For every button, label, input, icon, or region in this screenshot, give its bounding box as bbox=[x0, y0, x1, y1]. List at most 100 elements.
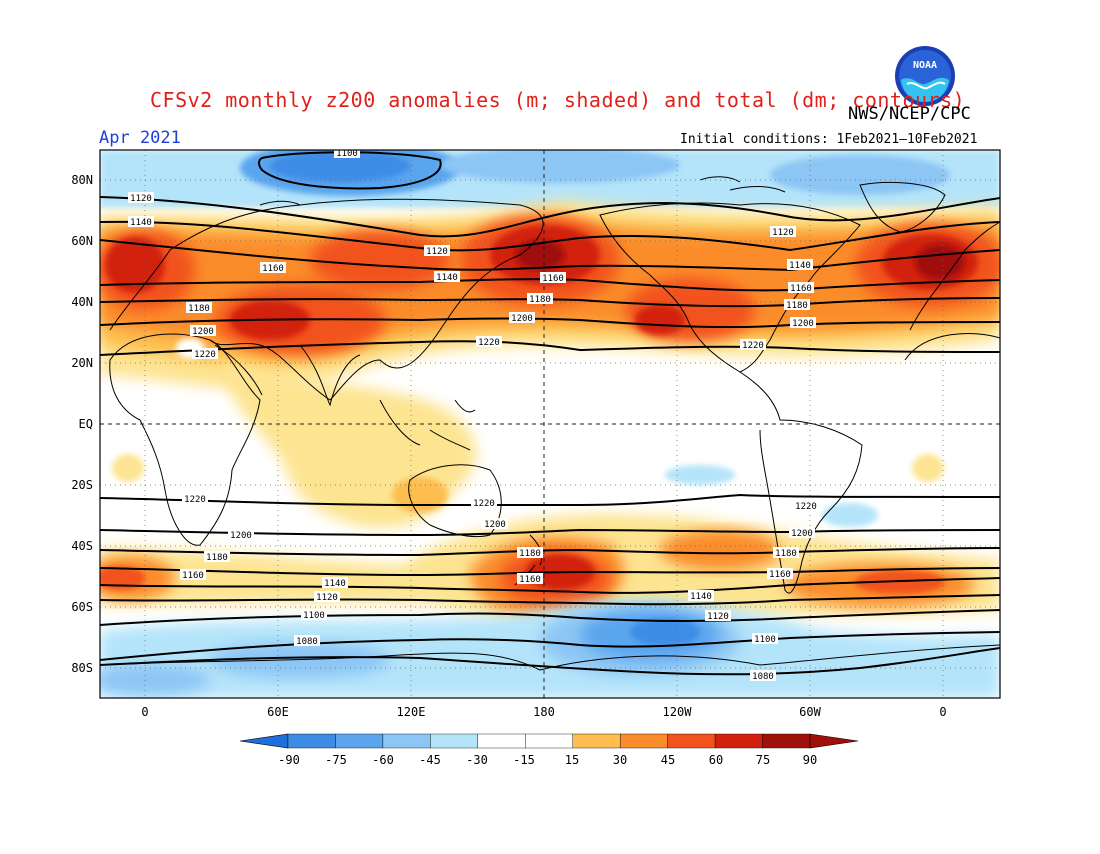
contour-label: 1140 bbox=[787, 259, 813, 271]
contour-label: 1180 bbox=[773, 547, 799, 559]
svg-text:NOAA: NOAA bbox=[913, 60, 937, 71]
svg-text:1180: 1180 bbox=[188, 304, 210, 314]
svg-text:1180: 1180 bbox=[786, 301, 808, 311]
svg-text:1120: 1120 bbox=[426, 247, 448, 257]
svg-text:1200: 1200 bbox=[192, 327, 214, 337]
colorbar-swatch bbox=[667, 733, 716, 749]
contour-label: 1160 bbox=[180, 569, 206, 581]
map-frame bbox=[99, 149, 1001, 699]
colorbar-swatch bbox=[382, 733, 431, 749]
svg-text:1220: 1220 bbox=[184, 495, 206, 505]
lon-label: 60E bbox=[267, 705, 289, 719]
colorbar-tick: 30 bbox=[613, 753, 627, 767]
contour-label-group: 1100 1120 1140 1160 1180 1200 1220 1120 … bbox=[128, 147, 819, 682]
lat-label: 20S bbox=[71, 478, 93, 492]
colorbar-swatch bbox=[477, 733, 526, 749]
colorbar-swatch bbox=[525, 733, 573, 749]
contour-label: 1120 bbox=[314, 591, 340, 603]
colorbar-tick: 15 bbox=[565, 753, 579, 767]
svg-text:1100: 1100 bbox=[336, 149, 358, 159]
colorbar: -90 -75 -60 -45 -30 -15 15 30 45 60 75 9… bbox=[239, 733, 859, 767]
contour-label: 1220 bbox=[740, 339, 766, 351]
svg-text:1120: 1120 bbox=[772, 228, 794, 238]
contour-label: 1200 bbox=[190, 325, 216, 337]
lon-label: 0 bbox=[141, 705, 148, 719]
contour-label: 1100 bbox=[301, 609, 327, 621]
contour-label: 1200 bbox=[790, 317, 816, 329]
coastlines bbox=[100, 176, 1000, 671]
svg-text:1220: 1220 bbox=[742, 341, 764, 351]
colorbar-swatches bbox=[287, 733, 811, 749]
svg-text:1120: 1120 bbox=[130, 194, 152, 204]
contour-label: 1160 bbox=[517, 573, 543, 585]
lat-label: 60N bbox=[71, 234, 93, 248]
svg-text:1140: 1140 bbox=[130, 218, 152, 228]
svg-text:1200: 1200 bbox=[511, 314, 533, 324]
svg-text:1160: 1160 bbox=[790, 284, 812, 294]
colorbar-swatch bbox=[714, 733, 763, 749]
noaa-logo-icon: NOAA bbox=[895, 46, 955, 106]
chart-title: CFSv2 monthly z200 anomalies (m; shaded)… bbox=[150, 88, 966, 112]
svg-text:1220: 1220 bbox=[473, 499, 495, 509]
svg-text:1100: 1100 bbox=[303, 611, 325, 621]
colorbar-tick: -30 bbox=[466, 753, 488, 767]
svg-text:1180: 1180 bbox=[529, 295, 551, 305]
svg-text:1140: 1140 bbox=[436, 273, 458, 283]
contour-label: 1220 bbox=[182, 493, 208, 505]
svg-text:1180: 1180 bbox=[206, 553, 228, 563]
contour-label: 1140 bbox=[128, 216, 154, 228]
contour-label: 1100 bbox=[334, 147, 360, 159]
colorbar-tick: 90 bbox=[803, 753, 817, 767]
colorbar-left-arrow bbox=[239, 733, 289, 749]
contour-label: 1180 bbox=[517, 547, 543, 559]
lat-label: EQ bbox=[79, 417, 93, 431]
colorbar-right-arrow bbox=[809, 733, 859, 749]
longitude-axis: 0 60E 120E 180 120W 60W 0 bbox=[141, 705, 946, 719]
svg-text:1160: 1160 bbox=[262, 264, 284, 274]
contour-label: 1160 bbox=[540, 272, 566, 284]
agency-label: NWS/NCEP/CPC bbox=[848, 104, 971, 124]
colorbar-tick: 75 bbox=[756, 753, 770, 767]
contour-label: 1220 bbox=[476, 336, 502, 348]
lat-label: 20N bbox=[71, 356, 93, 370]
colorbar-ticks: -90 -75 -60 -45 -30 -15 15 30 45 60 75 9… bbox=[278, 753, 817, 767]
colorbar-tick: -75 bbox=[325, 753, 347, 767]
contour-label: 1100 bbox=[752, 633, 778, 645]
colorbar-swatch bbox=[287, 733, 336, 749]
colorbar-tick: 45 bbox=[661, 753, 675, 767]
svg-text:1220: 1220 bbox=[478, 338, 500, 348]
svg-text:1220: 1220 bbox=[795, 502, 817, 512]
colorbar-tick: 60 bbox=[709, 753, 723, 767]
svg-text:1140: 1140 bbox=[324, 579, 346, 589]
svg-text:1080: 1080 bbox=[752, 672, 774, 682]
lon-label: 60W bbox=[799, 705, 821, 719]
lat-label: 80N bbox=[71, 173, 93, 187]
contour-label: 1180 bbox=[186, 302, 212, 314]
contour-label: 1140 bbox=[434, 271, 460, 283]
svg-text:1160: 1160 bbox=[769, 570, 791, 580]
svg-text:1200: 1200 bbox=[484, 520, 506, 530]
contour-label: 1140 bbox=[322, 577, 348, 589]
contour-label: 1080 bbox=[294, 635, 320, 647]
lon-label: 0 bbox=[939, 705, 946, 719]
lon-label: 180 bbox=[533, 705, 555, 719]
initial-conditions: Initial conditions: 1Feb2021–10Feb2021 bbox=[680, 132, 978, 147]
contour-label: 1220 bbox=[192, 348, 218, 360]
colorbar-swatch bbox=[430, 733, 479, 749]
colorbar-swatch bbox=[572, 733, 621, 749]
latitude-axis: 80N 60N 40N 20N EQ 20S 40S 60S 80S bbox=[71, 173, 93, 675]
contour-label: 1200 bbox=[509, 312, 535, 324]
colorbar-tick: -60 bbox=[372, 753, 394, 767]
lat-label: 40N bbox=[71, 295, 93, 309]
contour-label: 1140 bbox=[688, 590, 714, 602]
svg-text:1140: 1140 bbox=[789, 261, 811, 271]
contour-label: 1200 bbox=[789, 527, 815, 539]
lat-label: 80S bbox=[71, 661, 93, 675]
svg-text:1180: 1180 bbox=[775, 549, 797, 559]
lon-label: 120W bbox=[663, 705, 693, 719]
lon-label: 120E bbox=[397, 705, 426, 719]
svg-text:1160: 1160 bbox=[519, 575, 541, 585]
lat-label: 60S bbox=[71, 600, 93, 614]
